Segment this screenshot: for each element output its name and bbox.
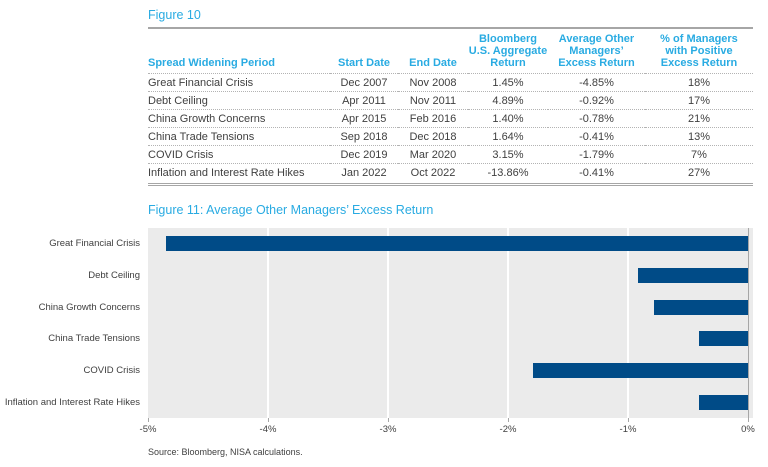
- value-cell: 1.40%: [492, 112, 524, 125]
- bar: [166, 236, 748, 252]
- table-header-row: Spread Widening Period Start Date End Date…: [148, 31, 753, 74]
- table-head: Spread Widening Period Start Date End Date…: [148, 31, 753, 74]
- column-header: Spread Widening Period: [148, 57, 276, 69]
- category-label: COVID Crisis: [83, 364, 140, 376]
- value-cell: Sep 2018: [340, 130, 388, 143]
- column-header: Average Other Managers’ Excess Return: [558, 33, 635, 69]
- value-cell: 7%: [691, 148, 707, 161]
- gridline: [387, 228, 389, 418]
- value-cell: 18%: [687, 76, 711, 89]
- category-label: China Trade Tensions: [48, 333, 140, 345]
- value-cell: -13.86%: [487, 166, 529, 179]
- value-cell: Apr 2015: [341, 112, 387, 125]
- axis-tick-label: -1%: [619, 424, 637, 435]
- column-header: Bloomberg U.S. Aggregate Return: [468, 33, 548, 69]
- figure11-title: Figure 11: Average Other Managers’ Exces…: [148, 203, 434, 217]
- period-cell: Inflation and Interest Rate Hikes: [148, 166, 305, 179]
- value-cell: 13%: [687, 130, 711, 143]
- table-row: Inflation and Interest Rate Hikes Jan 202…: [148, 163, 753, 182]
- axis-tick-label: 0%: [741, 424, 755, 435]
- period-cell: Debt Ceiling: [148, 94, 208, 107]
- value-cell: -1.79%: [579, 148, 614, 161]
- column-header: End Date: [409, 57, 457, 69]
- value-cell: 17%: [687, 94, 711, 107]
- gridline: [627, 228, 629, 418]
- chart-category-labels: Great Financial Crisis Debt Ceiling China …: [0, 228, 140, 418]
- table-row: China Growth Concerns Apr 2015 Feb 2016 1.4…: [148, 109, 753, 128]
- axis-tick-label: -2%: [499, 424, 517, 435]
- source-note: Source: Bloomberg, NISA calculations.: [148, 447, 303, 457]
- value-cell: -4.85%: [579, 76, 614, 89]
- value-cell: 3.15%: [492, 148, 524, 161]
- zero-axis-line: [748, 228, 749, 418]
- value-cell: Dec 2007: [340, 76, 388, 89]
- bar: [654, 299, 748, 315]
- period-cell: Great Financial Crisis: [148, 76, 254, 89]
- table-row: Great Financial Crisis Dec 2007 Nov 2008 1.…: [148, 73, 753, 92]
- category-label: Inflation and Interest Rate Hikes: [4, 396, 140, 408]
- value-cell: Jan 2022: [341, 166, 387, 179]
- bar: [698, 394, 748, 410]
- table-body: Great Financial Crisis Dec 2007 Nov 2008 1.…: [148, 73, 753, 182]
- figure10-top-rule: [148, 27, 753, 29]
- category-label: Great Financial Crisis: [49, 238, 140, 250]
- value-cell: -0.92%: [579, 94, 614, 107]
- table-bottom-rule: [148, 182, 753, 186]
- value-cell: Oct 2022: [410, 166, 456, 179]
- category-label: Debt Ceiling: [88, 269, 140, 281]
- axis-tick: [508, 418, 509, 422]
- table-row: Debt Ceiling Apr 2011 Nov 2011 4.89% -0.92% 1…: [148, 91, 753, 110]
- value-cell: Feb 2016: [409, 112, 457, 125]
- axis-tick: [148, 418, 149, 422]
- value-cell: Nov 2011: [409, 94, 457, 107]
- axis-tick: [628, 418, 629, 422]
- figure10-table: Spread Widening Period Start Date End Date…: [148, 31, 753, 186]
- table-row: COVID Crisis Dec 2019 Mar 2020 3.15% -1.79% 7…: [148, 145, 753, 164]
- value-cell: 1.45%: [492, 76, 524, 89]
- value-cell: -0.41%: [579, 166, 614, 179]
- value-cell: 27%: [687, 166, 711, 179]
- spread-widening-table: Spread Widening Period Start Date End Date…: [148, 31, 753, 182]
- category-label: China Growth Concerns: [38, 301, 140, 313]
- axis-tick: [748, 418, 749, 422]
- value-cell: Dec 2018: [409, 130, 457, 143]
- axis-tick-label: -4%: [259, 424, 277, 435]
- period-cell: China Growth Concerns: [148, 112, 266, 125]
- column-header: Start Date: [338, 57, 390, 69]
- bar: [637, 268, 748, 283]
- value-cell: Apr 2011: [342, 94, 386, 107]
- value-cell: Dec 2019: [340, 148, 388, 161]
- axis-tick: [268, 418, 269, 422]
- period-cell: China Trade Tensions: [148, 130, 255, 143]
- bar: [533, 363, 748, 378]
- value-cell: Nov 2008: [409, 76, 457, 89]
- value-cell: 4.89%: [492, 94, 524, 107]
- value-cell: -0.41%: [579, 130, 614, 143]
- axis-tick-label: -3%: [379, 424, 397, 435]
- value-cell: -0.78%: [579, 112, 614, 125]
- axis-tick-label: -5%: [139, 424, 157, 435]
- bar: [698, 331, 748, 347]
- gridline: [267, 228, 269, 418]
- figure10-title: Figure 10: [148, 8, 201, 22]
- axis-tick: [388, 418, 389, 422]
- table-row: China Trade Tensions Sep 2018 Dec 2018 1.64…: [148, 127, 753, 146]
- gridline: [507, 228, 509, 418]
- plot-area: [148, 228, 753, 418]
- column-header: % of Managers with Positive Excess Retur…: [660, 33, 738, 69]
- value-cell: 21%: [687, 112, 711, 125]
- period-cell: COVID Crisis: [148, 148, 214, 161]
- value-cell: Mar 2020: [409, 148, 457, 161]
- x-axis: -5% -4% -3% -2% -1% 0%: [140, 418, 755, 440]
- value-cell: 1.64%: [492, 130, 524, 143]
